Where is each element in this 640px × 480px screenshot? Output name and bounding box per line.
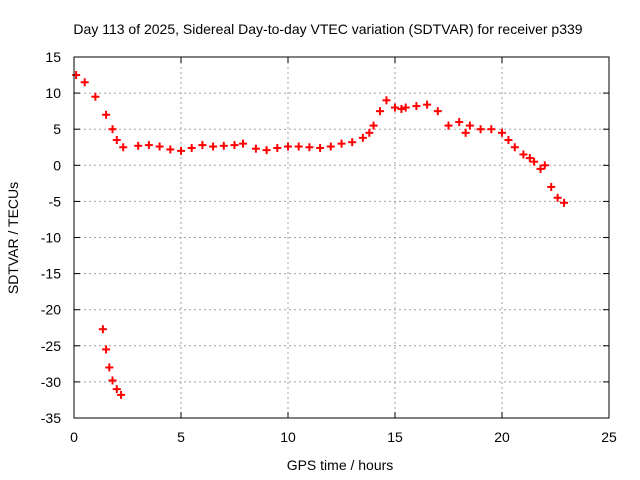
data-point bbox=[412, 102, 421, 111]
data-point bbox=[540, 161, 549, 170]
data-point bbox=[476, 125, 485, 134]
data-point bbox=[112, 136, 121, 145]
y-tick-label: -25 bbox=[41, 338, 61, 354]
data-point bbox=[391, 103, 399, 112]
data-point bbox=[530, 157, 539, 166]
data-point bbox=[155, 142, 164, 151]
data-point bbox=[108, 125, 117, 134]
x-tick-label: 25 bbox=[601, 429, 617, 445]
y-tick-label: 15 bbox=[45, 49, 61, 65]
data-point bbox=[553, 193, 562, 202]
grid-lines bbox=[74, 57, 609, 418]
data-point bbox=[239, 139, 248, 148]
data-point bbox=[369, 121, 378, 130]
data-point bbox=[209, 142, 218, 151]
data-point bbox=[91, 92, 100, 101]
data-point bbox=[536, 164, 545, 173]
data-point bbox=[119, 143, 128, 152]
data-point bbox=[198, 141, 207, 150]
data-point bbox=[444, 121, 453, 130]
data-point bbox=[397, 104, 406, 113]
data-point bbox=[433, 107, 442, 116]
data-point bbox=[316, 143, 325, 152]
data-point bbox=[455, 117, 464, 126]
data-point bbox=[465, 121, 474, 130]
data-point bbox=[251, 144, 260, 153]
x-tick-label: 5 bbox=[177, 429, 185, 445]
data-point bbox=[177, 146, 185, 155]
data-point bbox=[117, 390, 126, 399]
data-point bbox=[144, 141, 153, 150]
data-point bbox=[105, 363, 114, 372]
data-point bbox=[166, 145, 175, 154]
data-point bbox=[134, 141, 143, 150]
x-tick-label: 10 bbox=[280, 429, 296, 445]
data-point bbox=[337, 139, 346, 148]
data-point bbox=[80, 78, 89, 87]
data-point bbox=[108, 376, 117, 385]
plot-frame bbox=[73, 56, 610, 419]
data-point bbox=[510, 143, 519, 152]
y-tick-label: -15 bbox=[41, 266, 61, 282]
y-tick-label: 5 bbox=[53, 121, 61, 137]
data-points bbox=[72, 71, 569, 399]
y-tick-label: -30 bbox=[41, 374, 61, 390]
data-point bbox=[401, 103, 410, 112]
data-point bbox=[326, 142, 335, 151]
y-axis-ticks: 15 10 5 0 -5 -10 -15 -20 -25 -30 -35 bbox=[41, 49, 609, 426]
data-point bbox=[504, 136, 513, 145]
data-point bbox=[358, 133, 367, 142]
data-point bbox=[376, 107, 385, 116]
y-tick-label: -35 bbox=[41, 410, 61, 426]
y-tick-label: -5 bbox=[49, 193, 62, 209]
data-point bbox=[102, 110, 111, 119]
data-point bbox=[262, 146, 271, 155]
data-point bbox=[284, 142, 292, 151]
x-tick-label: 20 bbox=[494, 429, 510, 445]
x-tick-label: 15 bbox=[387, 429, 403, 445]
data-point bbox=[72, 71, 81, 80]
data-point bbox=[305, 143, 314, 152]
y-tick-label: -20 bbox=[41, 302, 61, 318]
chart-title: Day 113 of 2025, Sidereal Day-to-day VTE… bbox=[73, 21, 582, 37]
data-point bbox=[112, 385, 121, 394]
x-tick-label: 0 bbox=[70, 429, 78, 445]
data-point bbox=[498, 128, 506, 137]
y-tick-label: 10 bbox=[45, 85, 61, 101]
data-point bbox=[487, 125, 496, 134]
y-tick-label: -10 bbox=[41, 230, 61, 246]
data-point bbox=[547, 182, 556, 191]
data-point bbox=[348, 138, 357, 147]
data-point bbox=[273, 143, 282, 152]
data-point bbox=[219, 141, 228, 150]
data-point bbox=[187, 143, 196, 152]
data-point bbox=[519, 150, 528, 159]
y-tick-label: 0 bbox=[53, 157, 61, 173]
y-axis-label: SDTVAR / TECUs bbox=[5, 182, 21, 294]
data-point bbox=[365, 128, 374, 137]
data-point bbox=[230, 141, 239, 150]
data-point bbox=[98, 325, 107, 334]
data-point bbox=[294, 142, 303, 151]
x-axis-label: GPS time / hours bbox=[287, 457, 394, 473]
data-point bbox=[382, 96, 391, 105]
data-point bbox=[423, 100, 432, 109]
data-point bbox=[102, 345, 111, 354]
data-point bbox=[560, 198, 569, 207]
data-point bbox=[525, 154, 534, 163]
data-point bbox=[461, 128, 470, 137]
